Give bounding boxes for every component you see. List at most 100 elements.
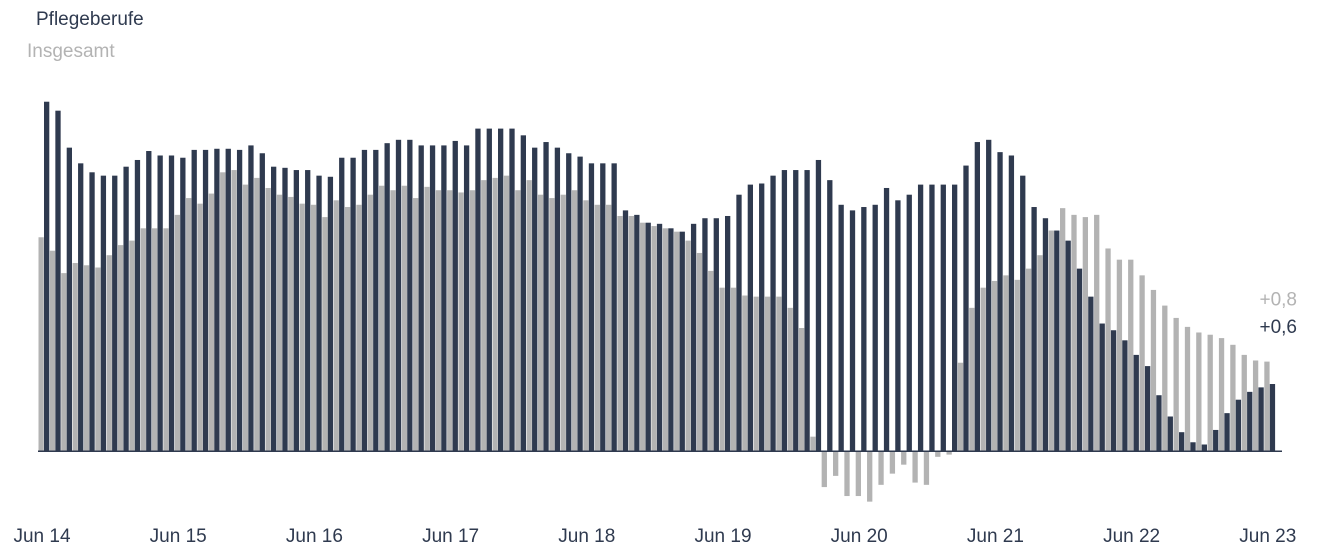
- bar: [764, 296, 771, 452]
- bar: [849, 210, 856, 452]
- bar: [271, 166, 277, 452]
- bar: [265, 187, 271, 452]
- end-label: +0,8: [1259, 290, 1297, 311]
- bar: [872, 204, 878, 452]
- bar: [492, 177, 498, 452]
- bar: [776, 296, 782, 452]
- bar: [242, 184, 249, 452]
- bar: [940, 184, 946, 452]
- bar: [645, 222, 651, 452]
- bar: [844, 451, 850, 497]
- bar: [1099, 323, 1105, 452]
- bar: [1258, 387, 1264, 452]
- bar: [991, 280, 998, 452]
- bar: [753, 296, 759, 452]
- bar: [276, 194, 283, 452]
- bar: [1235, 399, 1242, 452]
- bar: [117, 245, 124, 452]
- bar: [1264, 361, 1270, 452]
- bar: [917, 184, 924, 452]
- x-tick-label: Jun 21: [967, 526, 1024, 547]
- bar: [946, 451, 952, 455]
- bar: [367, 194, 373, 452]
- bar: [656, 223, 663, 452]
- bar: [481, 180, 487, 452]
- bar: [1031, 207, 1037, 452]
- bar: [781, 170, 788, 452]
- bar: [690, 223, 697, 452]
- bar: [730, 287, 737, 452]
- bar: [674, 231, 680, 452]
- bar: [447, 190, 453, 452]
- bar: [293, 170, 299, 452]
- bar: [759, 183, 765, 452]
- bar: [640, 222, 646, 452]
- x-tick-label: Jun 20: [831, 526, 888, 547]
- bar: [123, 166, 129, 452]
- bar: [1139, 275, 1145, 452]
- bar: [600, 163, 606, 452]
- bar: [515, 190, 521, 452]
- bar: [1122, 340, 1128, 452]
- bar: [838, 204, 844, 452]
- bar: [742, 295, 748, 452]
- bar: [1230, 344, 1236, 452]
- bar: [1105, 248, 1111, 452]
- bar: [1150, 289, 1157, 452]
- bar: [543, 142, 549, 452]
- bar: [770, 175, 776, 452]
- bar: [231, 170, 237, 452]
- x-tick-label: Jun 17: [422, 526, 479, 547]
- bar: [702, 218, 708, 452]
- bar: [333, 200, 339, 452]
- bar: [622, 210, 629, 452]
- bar: [1218, 338, 1225, 452]
- bar: [912, 451, 918, 483]
- bar: [560, 194, 566, 452]
- bar: [969, 307, 975, 452]
- bar: [356, 204, 362, 452]
- bar: [617, 215, 623, 452]
- bar: [1224, 413, 1230, 452]
- bar: [180, 157, 186, 452]
- bar: [418, 145, 424, 452]
- bar: [662, 228, 669, 452]
- bar: [793, 170, 799, 452]
- bar: [83, 265, 90, 452]
- bar: [72, 263, 78, 452]
- bar: [815, 159, 822, 452]
- bar: [299, 203, 305, 452]
- bar: [1060, 208, 1066, 452]
- bar: [1008, 155, 1015, 452]
- bar: [350, 157, 356, 452]
- bar: [980, 287, 986, 452]
- bar: [1247, 391, 1253, 452]
- bar: [929, 184, 935, 452]
- bar: [736, 194, 742, 452]
- bar: [282, 167, 288, 452]
- bar: [424, 186, 430, 452]
- bar: [867, 451, 873, 502]
- bar: [503, 175, 510, 452]
- bar: [254, 177, 260, 452]
- bar: [106, 255, 112, 452]
- bar: [384, 143, 390, 452]
- bar: [957, 362, 964, 452]
- bar: [441, 145, 447, 452]
- bar: [1156, 395, 1162, 452]
- bar: [66, 147, 72, 452]
- bar: [1094, 214, 1100, 452]
- bar: [804, 170, 810, 452]
- bar: [1213, 429, 1219, 452]
- bar: [787, 307, 793, 452]
- bar: [157, 155, 163, 452]
- bar: [140, 228, 146, 452]
- bar: [305, 170, 311, 452]
- bar: [1179, 432, 1185, 452]
- bar: [566, 153, 572, 452]
- bar: [1054, 230, 1060, 452]
- bar: [259, 153, 265, 452]
- bar: [651, 226, 657, 452]
- bar: [1037, 255, 1043, 452]
- bar: [1184, 326, 1191, 452]
